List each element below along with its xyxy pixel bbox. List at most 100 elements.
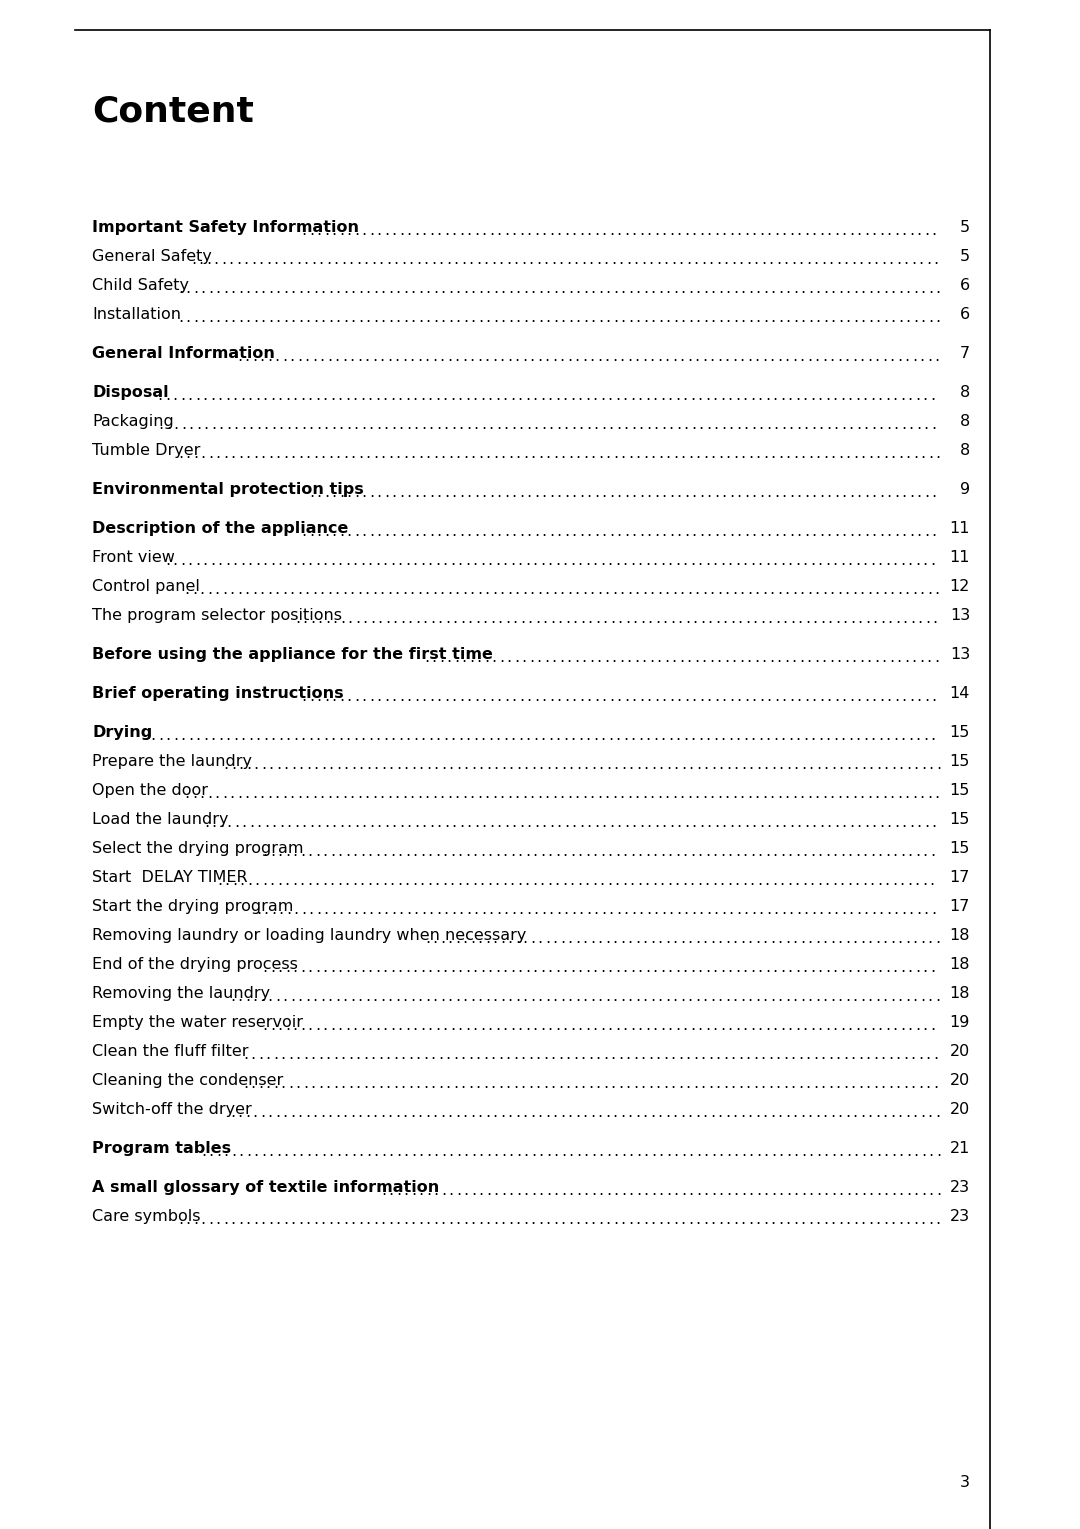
Text: .: . (289, 349, 295, 364)
Text: .: . (352, 1018, 357, 1034)
Text: .: . (794, 1183, 798, 1199)
Text: .: . (255, 553, 260, 567)
Text: Removing the laundry: Removing the laundry (92, 986, 270, 1001)
Text: .: . (433, 1183, 438, 1199)
Text: .: . (490, 1076, 496, 1092)
Text: .: . (252, 583, 257, 596)
Text: .: . (720, 388, 726, 404)
Text: .: . (756, 1144, 761, 1159)
Text: .: . (612, 786, 617, 801)
Text: .: . (417, 583, 422, 596)
Text: .: . (913, 310, 918, 326)
Text: .: . (757, 873, 762, 888)
Text: .: . (831, 281, 836, 297)
Text: .: . (296, 1076, 300, 1092)
Text: 20: 20 (949, 1073, 970, 1089)
Text: .: . (476, 650, 482, 665)
Text: .: . (245, 989, 251, 1005)
Text: .: . (793, 1212, 798, 1226)
Text: .: . (270, 388, 275, 404)
Text: .: . (227, 815, 231, 830)
Text: .: . (699, 690, 704, 703)
Text: .: . (770, 1105, 775, 1121)
Text: .: . (864, 902, 868, 917)
Text: .: . (877, 553, 882, 567)
Text: .: . (929, 1183, 933, 1199)
Text: .: . (492, 1105, 498, 1121)
Text: .: . (596, 650, 602, 665)
Text: .: . (611, 650, 617, 665)
Text: .: . (757, 1018, 762, 1034)
Text: .: . (352, 960, 357, 976)
Text: .: . (275, 281, 281, 297)
Text: .: . (907, 960, 913, 976)
Text: .: . (755, 583, 759, 596)
Text: .: . (376, 728, 381, 743)
Text: .: . (432, 650, 436, 665)
Text: .: . (353, 728, 359, 743)
Text: Drying: Drying (92, 725, 152, 740)
Text: .: . (756, 757, 761, 772)
Text: .: . (509, 757, 514, 772)
Text: .: . (411, 757, 416, 772)
Text: .: . (896, 349, 902, 364)
Text: .: . (259, 786, 265, 801)
Text: .: . (660, 553, 665, 567)
Text: .: . (912, 786, 917, 801)
Text: .: . (397, 553, 403, 567)
Text: .: . (556, 728, 561, 743)
Text: .: . (421, 902, 427, 917)
Text: .: . (414, 728, 418, 743)
Text: .: . (426, 310, 431, 326)
Text: .: . (660, 844, 665, 859)
Text: .: . (477, 1105, 483, 1121)
Text: .: . (930, 960, 935, 976)
Text: .: . (336, 310, 340, 326)
Text: .: . (824, 757, 828, 772)
Text: .: . (392, 524, 396, 540)
Text: .: . (530, 310, 536, 326)
Text: .: . (919, 583, 924, 596)
Text: .: . (315, 844, 320, 859)
Text: .: . (873, 1076, 878, 1092)
Text: .: . (711, 1212, 716, 1226)
Text: .: . (388, 281, 393, 297)
Text: .: . (270, 1018, 275, 1034)
Text: .: . (617, 815, 622, 830)
Text: .: . (643, 1105, 648, 1121)
Text: .: . (474, 815, 480, 830)
Text: .: . (665, 1212, 671, 1226)
Text: .: . (294, 417, 299, 433)
Text: .: . (511, 728, 516, 743)
Text: .: . (788, 728, 794, 743)
Text: .: . (345, 844, 350, 859)
Text: .: . (658, 446, 663, 462)
Text: .: . (416, 1047, 420, 1063)
Text: .: . (549, 417, 554, 433)
Text: .: . (326, 252, 332, 268)
Text: .: . (380, 1105, 386, 1121)
Text: .: . (339, 223, 345, 239)
Text: .: . (259, 583, 265, 596)
Text: .: . (386, 1076, 391, 1092)
Text: .: . (750, 873, 755, 888)
Text: .: . (480, 873, 485, 888)
Text: .: . (861, 757, 866, 772)
Text: .: . (897, 786, 902, 801)
Text: .: . (889, 650, 894, 665)
Text: .: . (703, 446, 708, 462)
Text: .: . (463, 446, 468, 462)
Text: .: . (821, 1047, 825, 1063)
Text: .: . (852, 786, 858, 801)
Text: .: . (795, 844, 800, 859)
Text: .: . (316, 485, 322, 500)
Text: .: . (808, 931, 812, 946)
Text: .: . (297, 583, 302, 596)
Text: .: . (450, 844, 455, 859)
Text: .: . (402, 786, 407, 801)
Text: .: . (789, 815, 794, 830)
Text: .: . (465, 728, 471, 743)
Text: .: . (323, 844, 327, 859)
Text: .: . (480, 960, 485, 976)
Text: .: . (327, 989, 333, 1005)
